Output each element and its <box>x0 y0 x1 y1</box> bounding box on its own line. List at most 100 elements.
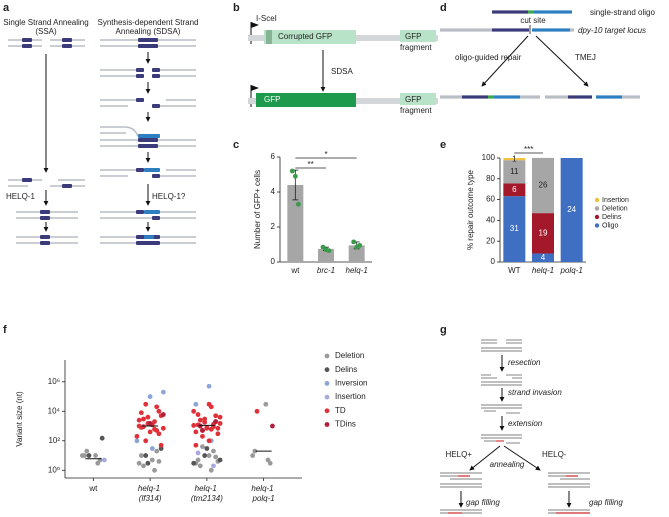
arrow <box>469 445 501 471</box>
data-point <box>213 419 219 424</box>
data-point <box>160 389 166 395</box>
legend-marker <box>594 197 600 203</box>
dna-segment <box>136 210 144 214</box>
panel-title: Single Strand Annealing <box>3 18 88 27</box>
data-point <box>270 423 275 429</box>
data-point <box>215 431 221 437</box>
gene-label: Corrupted GFP <box>278 32 332 41</box>
data-point <box>213 413 219 419</box>
data-point <box>250 453 256 458</box>
dna-segment <box>152 68 160 72</box>
panel-letter: g <box>440 324 447 336</box>
dna-segment <box>520 95 540 99</box>
data-point <box>136 460 142 466</box>
x-tick-label: wt <box>88 484 98 493</box>
data-point <box>138 453 144 458</box>
significance-label: *** <box>524 145 533 154</box>
data-point <box>217 457 223 463</box>
data-point <box>195 412 201 417</box>
data-point <box>211 463 216 469</box>
data-point <box>200 428 205 433</box>
legend-label: Insertion <box>335 392 366 401</box>
y-tick-label: 4 <box>271 187 276 196</box>
data-point <box>93 453 98 458</box>
legend-marker <box>324 422 330 427</box>
data-point <box>97 457 103 463</box>
data-point <box>200 444 205 450</box>
y-tick-label: 2 <box>271 222 276 231</box>
legend-label: Deletion <box>335 351 364 360</box>
data-point <box>134 433 140 439</box>
data-point <box>213 454 219 460</box>
step-label: HELQ-1 <box>6 192 35 201</box>
data-point <box>101 457 107 463</box>
panel-letter: d <box>440 2 447 14</box>
dna-segment <box>138 134 160 138</box>
y-tick-label: 60 <box>486 195 495 204</box>
data-point <box>152 426 157 432</box>
data-point <box>357 242 363 248</box>
bar-segment <box>503 158 526 161</box>
data-point <box>289 168 295 174</box>
data-point <box>217 421 223 426</box>
step-label: strand invasion <box>508 388 562 397</box>
x-tick-label: polq-1 <box>560 266 583 275</box>
data-label: 6 <box>512 185 517 194</box>
dna-segment <box>136 98 144 102</box>
arrow <box>481 35 529 87</box>
data-point <box>206 383 212 389</box>
dna-segment <box>568 95 592 99</box>
x-tick-label: helq-1 (tm2134) <box>191 484 223 503</box>
data-point <box>136 417 142 423</box>
data-point <box>141 463 146 469</box>
significance-label: ** <box>308 160 314 169</box>
y-tick-label: 6 <box>271 152 276 161</box>
x-tick-label: helq-1 <box>532 266 554 275</box>
data-point <box>147 394 153 399</box>
dna-segment <box>440 28 492 32</box>
x-tick-label: helq-1 (lf314) <box>138 484 162 503</box>
dna-segment <box>152 216 160 220</box>
x-tick-label: helq-1 polq-1 <box>251 484 275 503</box>
flag <box>251 22 259 28</box>
data-point <box>138 410 144 416</box>
dna-segment <box>138 144 158 148</box>
data-point <box>191 423 197 428</box>
data-point <box>145 414 151 420</box>
y-tick-label: 10⁰ <box>48 465 60 474</box>
y-tick-label: 10⁶ <box>48 377 60 386</box>
legend-marker <box>324 367 330 373</box>
gene-box <box>400 93 436 105</box>
dna-segment <box>138 138 158 142</box>
y-tick-label: 40 <box>486 216 495 225</box>
dna-segment <box>138 44 158 48</box>
data-label: 31 <box>510 224 519 233</box>
data-point <box>197 417 203 423</box>
dna-segment <box>532 28 570 32</box>
data-label: 11 <box>510 167 519 176</box>
step-label: HELQ-1? <box>152 192 186 201</box>
data-point <box>208 404 214 410</box>
step-label: annealing <box>490 460 525 469</box>
dna-segment <box>462 95 488 99</box>
data-point <box>326 248 332 254</box>
arrow <box>535 35 589 87</box>
gene-box <box>256 93 356 107</box>
gene-label: GFP <box>264 95 280 104</box>
dna-segment <box>40 216 50 220</box>
data-point <box>292 173 298 179</box>
track-label: dpy-10 target locus <box>578 26 646 35</box>
data-point <box>156 459 162 464</box>
cut-label: cut site <box>520 16 546 25</box>
y-tick-label: 10² <box>48 436 60 445</box>
y-tick-label: 20 <box>486 236 495 245</box>
data-point <box>206 438 212 444</box>
legend-marker <box>324 353 330 359</box>
data-point <box>195 457 201 463</box>
data-point <box>160 425 166 431</box>
data-point <box>215 425 221 431</box>
data-point <box>252 448 258 454</box>
data-label: 1 <box>512 154 517 163</box>
dna-segment <box>534 10 572 14</box>
arrow <box>503 445 541 471</box>
